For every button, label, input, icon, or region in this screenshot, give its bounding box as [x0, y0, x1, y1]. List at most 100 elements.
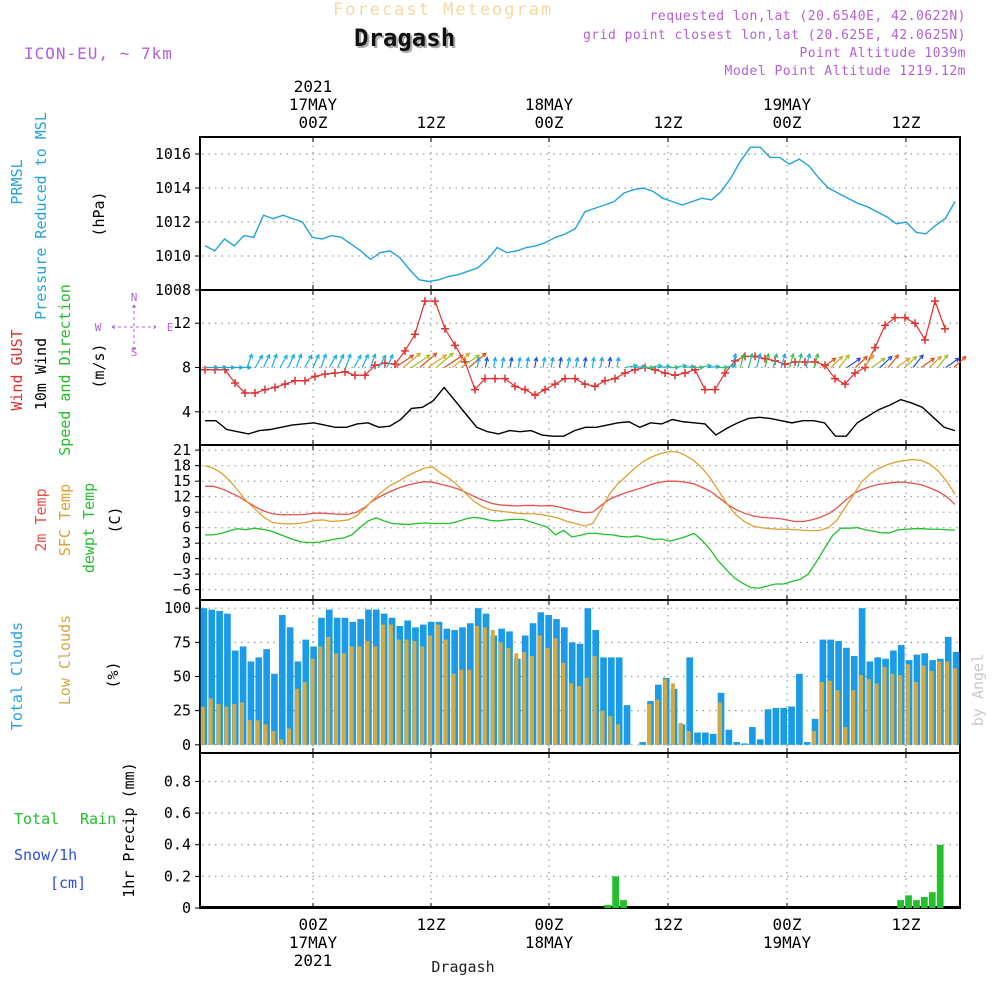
- wind-direction-arrow: [452, 352, 470, 368]
- temperature-line-sfc: [204, 451, 956, 532]
- low-cloud-bar: [655, 699, 660, 745]
- wind-direction-arrowhead: [814, 352, 820, 359]
- y-tick-label: 1010: [155, 247, 191, 265]
- wind-gust-point: [441, 324, 449, 333]
- model-label: ICON-EU, ~ 7km: [24, 44, 173, 63]
- wind-gust-point: [231, 379, 239, 387]
- low-cloud-bar: [475, 625, 480, 745]
- legend-total: Total: [14, 810, 59, 828]
- y-tick-label: 1008: [155, 281, 191, 299]
- rain-bar: [612, 876, 619, 908]
- wind-direction-arrow: [386, 354, 394, 368]
- wind-gust-point: [491, 374, 499, 383]
- wind-direction-arrow: [953, 356, 967, 368]
- rain-bar: [928, 892, 936, 908]
- low-cloud-bar: [678, 722, 683, 745]
- wind-direction-arrowhead: [674, 365, 680, 370]
- wind-direction-arrowhead: [508, 356, 514, 362]
- wind-direction-arrow: [772, 353, 778, 368]
- low-cloud-bar: [420, 646, 425, 745]
- low-cloud-bar: [373, 646, 378, 745]
- wind-direction-arrow: [838, 354, 850, 368]
- wind-direction-arrow: [295, 354, 302, 368]
- low-cloud-bar: [349, 646, 354, 745]
- wind-direction-arrowhead: [448, 352, 454, 358]
- low-cloud-bar: [686, 731, 691, 745]
- low-cloud-bar: [428, 635, 433, 745]
- total-cloud-bar: [780, 707, 788, 745]
- total-clouds-label: Total Clouds: [8, 622, 26, 730]
- y-tick-label: 0.2: [164, 867, 191, 885]
- footer-location: Dragash: [431, 958, 494, 976]
- low-cloud-bar: [341, 653, 346, 745]
- clouds-unit: (%): [104, 661, 122, 688]
- wind-gust-point: [921, 335, 929, 344]
- wind-direction-arrow: [427, 354, 447, 368]
- low-cloud-bar: [827, 680, 832, 745]
- low-cloud-bar: [365, 640, 370, 745]
- wind-direction-arrow: [846, 357, 861, 368]
- y-tick-label: 1012: [155, 213, 191, 231]
- wind-direction-arrow: [591, 357, 595, 368]
- date-label-top: 17MAY: [289, 95, 338, 114]
- low-cloud-bar: [577, 686, 581, 745]
- wind-direction-arrowhead: [381, 354, 387, 360]
- wind-direction-arrow: [887, 354, 899, 368]
- low-cloud-bar: [459, 669, 464, 745]
- total-cloud-bar: [725, 729, 733, 745]
- wind-direction-arrowhead: [247, 365, 253, 370]
- low-clouds-label: Low Clouds: [56, 615, 74, 705]
- y-tick-label: 0.4: [164, 836, 191, 854]
- y-tick-label: 0: [182, 899, 191, 917]
- y-tick-label: 15: [173, 472, 191, 490]
- wind-direction-arrowhead: [930, 357, 936, 363]
- compass-west: W: [95, 321, 102, 334]
- wind-direction-arrow: [484, 357, 488, 368]
- wind-direction-arrowhead: [248, 353, 254, 359]
- y-tick-label: −3: [173, 565, 191, 583]
- compass-south: S: [131, 346, 138, 359]
- wind-direction-arrow: [608, 357, 612, 368]
- temp-dewpoint-label: dewpt Temp: [80, 483, 98, 573]
- wind-gust-point: [521, 385, 529, 394]
- wind-direction-arrow: [945, 357, 960, 368]
- wind-direction-arrow: [517, 357, 521, 368]
- wind-direction-arrow: [411, 354, 431, 368]
- y-tick-label: 12: [173, 314, 191, 332]
- wind-direction-arrow: [896, 357, 910, 368]
- wind-direction-arrowhead: [607, 356, 613, 362]
- wind-direction-arrowhead: [919, 354, 924, 360]
- low-cloud-bar: [882, 666, 887, 745]
- wind-gust-point: [381, 359, 389, 368]
- wind-direction-arrowhead: [283, 354, 288, 360]
- low-cloud-bar: [530, 656, 534, 745]
- wind-direction-arrowhead: [258, 354, 263, 360]
- low-cloud-bar: [819, 681, 824, 745]
- low-cloud-bar: [467, 669, 472, 745]
- wind-gust-point: [611, 374, 619, 383]
- wind-gust-point: [331, 369, 339, 378]
- wind-direction-arrow: [699, 364, 712, 369]
- wind-direction-arrow: [262, 354, 270, 368]
- wind-gust-point: [541, 385, 549, 394]
- wind-direction-arrow: [320, 354, 327, 368]
- wind-gust-point: [701, 385, 709, 394]
- wind-direction-arrow: [649, 364, 662, 369]
- temperature-line-dewpoint: [205, 516, 956, 589]
- wind-direction-arrowhead: [798, 352, 803, 359]
- date-label-top: 19MAY: [763, 95, 812, 114]
- wind-direction-arrow: [912, 354, 924, 368]
- low-cloud-bar: [506, 647, 511, 745]
- wind-direction-arrowhead: [887, 355, 893, 361]
- temp-2m-label: 2m Temp: [32, 488, 50, 551]
- date-label-bottom: 19MAY: [763, 933, 812, 952]
- wind-direction-arrowhead: [525, 356, 531, 362]
- legend-rain: Rain: [80, 810, 116, 828]
- y-tick-label: 100: [164, 599, 191, 617]
- watermark: by Angel: [969, 654, 987, 726]
- panel-frame: [199, 136, 961, 291]
- wind-direction-arrow: [731, 353, 737, 368]
- low-cloud-bar: [490, 630, 495, 745]
- total-cloud-bar: [584, 608, 592, 745]
- total-cloud-bar: [639, 742, 647, 745]
